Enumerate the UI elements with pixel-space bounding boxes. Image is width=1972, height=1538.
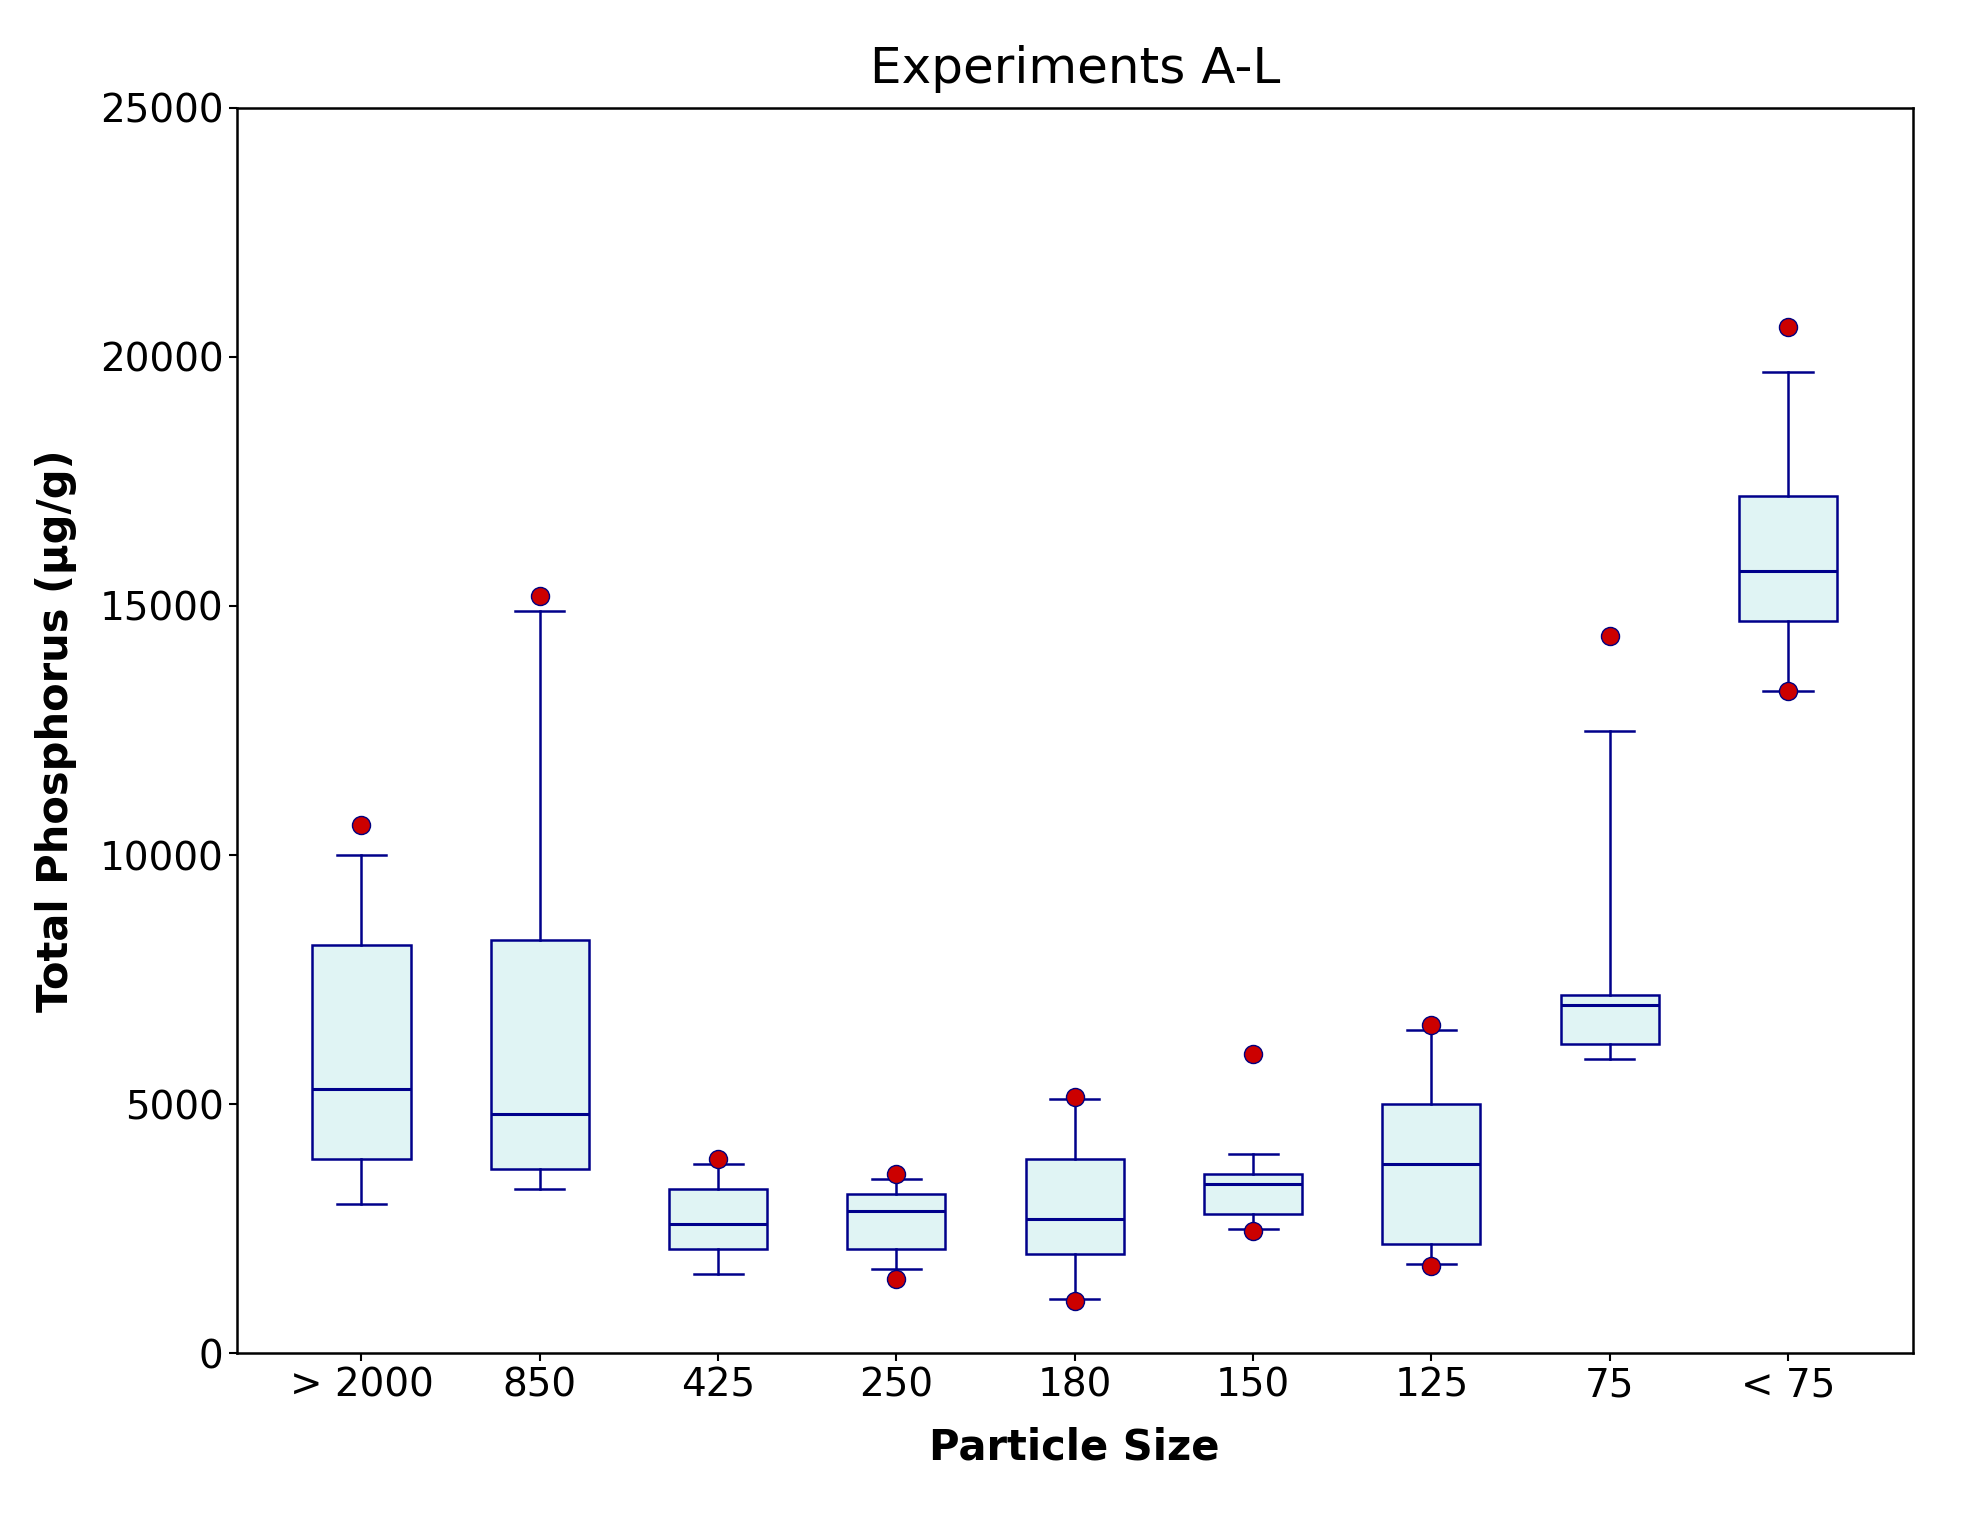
Y-axis label: Total Phosphorus (μg/g): Total Phosphorus (μg/g) [35,449,77,1012]
PathPatch shape [1025,1160,1124,1253]
PathPatch shape [1205,1173,1302,1213]
PathPatch shape [1382,1104,1481,1244]
PathPatch shape [1739,497,1838,621]
Title: Experiments A-L: Experiments A-L [870,45,1280,92]
PathPatch shape [669,1189,767,1249]
PathPatch shape [491,940,590,1169]
PathPatch shape [1560,995,1658,1044]
PathPatch shape [848,1193,945,1249]
PathPatch shape [312,944,410,1160]
X-axis label: Particle Size: Particle Size [929,1427,1221,1469]
